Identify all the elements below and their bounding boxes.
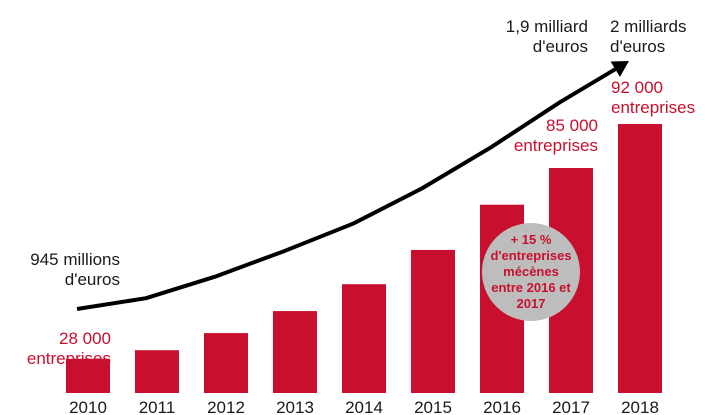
annotation-line-start: 945 millions d'euros — [30, 250, 120, 289]
x-tick-2018: 2018 — [621, 398, 659, 415]
annotation-bar-2018: 92 000 entreprises — [611, 78, 696, 117]
x-tick-2011: 2011 — [139, 398, 176, 415]
bar-2010 — [66, 358, 110, 393]
annotation-line-2018: 2 milliards d'euros — [610, 17, 687, 56]
growth-badge: + 15 % d'entreprises mécènes entre 2016 … — [482, 223, 580, 321]
x-tick-2016: 2016 — [483, 398, 521, 415]
x-tick-2010: 2010 — [69, 398, 107, 415]
x-tick-2012: 2012 — [207, 398, 245, 415]
bar-2012 — [204, 333, 248, 393]
annotation-bar-2010: 28 000 entreprises — [26, 329, 111, 368]
x-tick-2017: 2017 — [552, 398, 590, 415]
bar-2014 — [342, 284, 386, 393]
arrowhead-icon — [610, 61, 629, 77]
annotation-line-2017: 1,9 milliard d'euros — [505, 17, 588, 56]
x-tick-labels: 2010 2011 2012 2013 2014 2015 2016 2017 2018 — [69, 398, 659, 415]
bar-2011 — [135, 350, 179, 393]
bars-group — [66, 124, 662, 393]
x-tick-2015: 2015 — [414, 398, 452, 415]
line-group — [76, 61, 629, 311]
annotation-bar-2017: 85 000 entreprises — [513, 116, 598, 155]
x-tick-2014: 2014 — [345, 398, 383, 415]
x-tick-2013: 2013 — [276, 398, 314, 415]
series-line-euros — [76, 67, 617, 311]
bar-2013 — [273, 311, 317, 393]
bar-2018 — [618, 124, 662, 393]
bar-2015 — [411, 249, 455, 393]
